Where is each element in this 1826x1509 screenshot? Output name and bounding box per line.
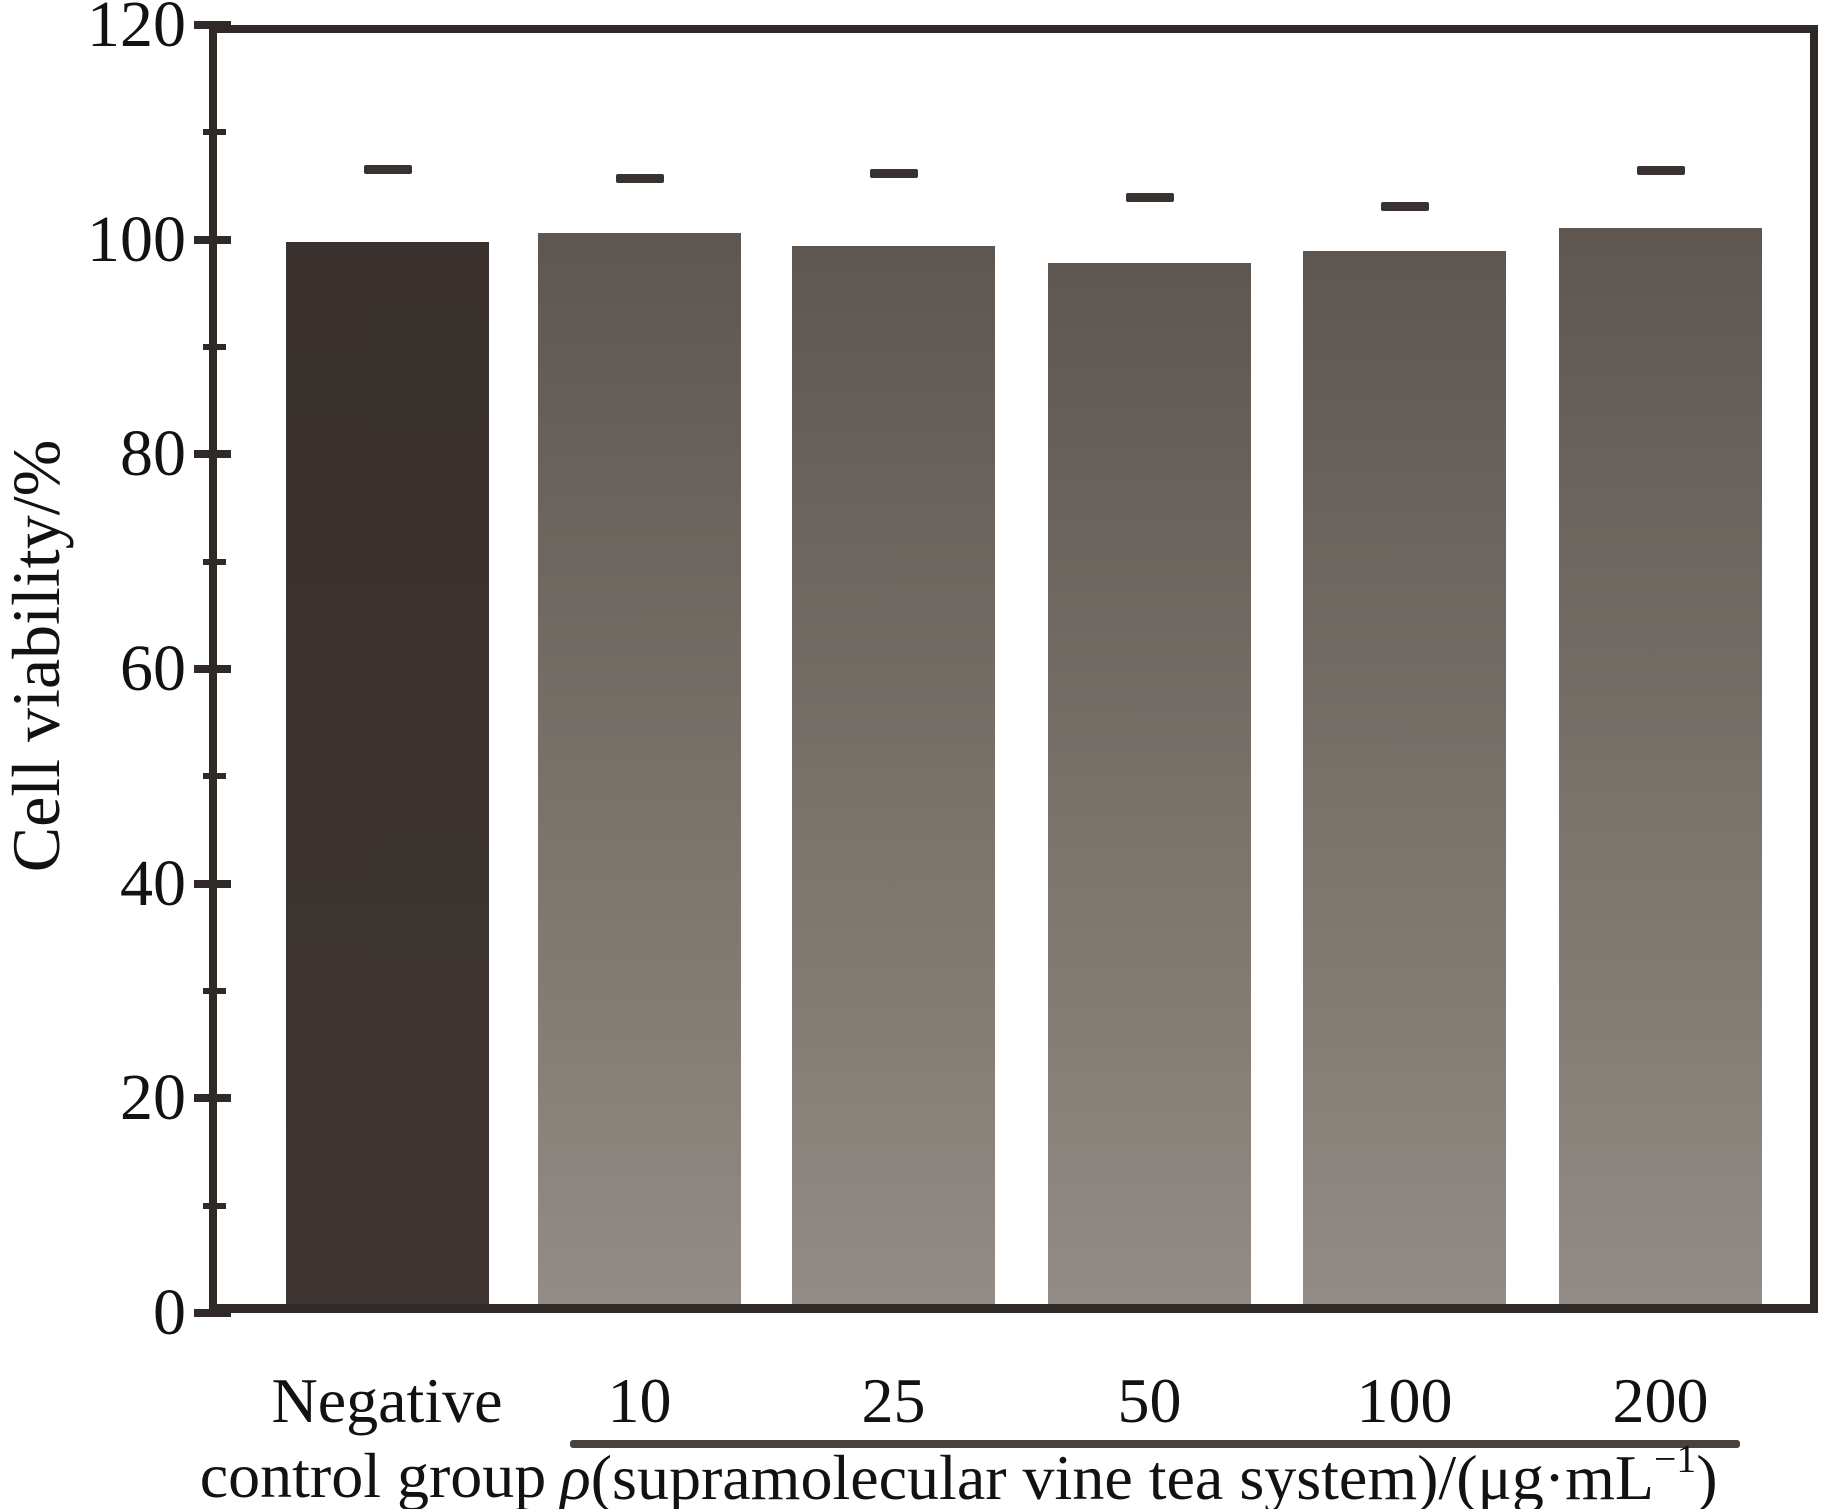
x-axis-title-exponent: −1 [1654,1436,1697,1481]
error-bar-cap [1636,166,1685,176]
y-tick-label: 80 [120,417,186,491]
x-tick-label-10: 10 [607,1365,672,1436]
bar-25 [792,246,995,1313]
y-minor-tick [203,558,226,565]
error-bar-cap [615,173,664,183]
x-axis-title-main: (supramolecular vine tea system)/(μg·mL [590,1442,1654,1509]
x-tick-label-200: 200 [1612,1365,1709,1436]
y-minor-tick [203,988,226,994]
x-axis-title-close: ) [1696,1442,1718,1509]
error-bar-cap [1380,201,1429,211]
x-label-negative-control-line2: control group [199,1440,547,1509]
bar-100 [1303,251,1506,1313]
y-tick-label: 0 [153,1276,186,1349]
x-label-negative-control-line1: Negative [271,1365,503,1436]
y-tick-label: 60 [120,632,186,705]
x-axis-group-line [570,1440,1740,1448]
y-minor-tick [203,1202,226,1209]
plot-area [209,25,1818,1313]
axis-frame-bottom [210,1304,1817,1313]
y-minor-tick [203,773,226,780]
y-major-tick [194,879,231,888]
y-minor-tick [203,344,226,350]
x-axis-title-rho: ρ [560,1442,591,1509]
y-major-tick [194,235,231,244]
bar-200 [1559,227,1762,1313]
y-tick-label: 120 [87,0,186,61]
x-tick-label-50: 50 [1117,1365,1182,1436]
y-tick-label: 40 [120,846,186,920]
bar-50 [1048,263,1251,1313]
y-major-tick [194,450,231,459]
axis-frame-right [1810,25,1818,1313]
error-bar-cap [869,168,918,178]
y-major-tick [194,21,231,29]
y-major-tick [194,1309,231,1317]
x-tick-label-25: 25 [861,1365,926,1436]
bar-negative-control [286,241,489,1313]
axis-frame-top [210,25,1817,33]
y-tick-label: 20 [120,1061,186,1135]
y-major-tick [194,1094,231,1103]
bar-10 [538,233,741,1313]
y-tick-label: 100 [87,202,186,276]
y-major-tick [194,665,231,673]
y-minor-tick [203,129,226,136]
x-axis-title: ρ(supramolecular vine tea system)/(μg·mL… [560,1439,1718,1509]
error-bar-cap [1125,193,1174,203]
x-tick-label-100: 100 [1356,1365,1453,1436]
error-bar-cap [363,165,412,175]
